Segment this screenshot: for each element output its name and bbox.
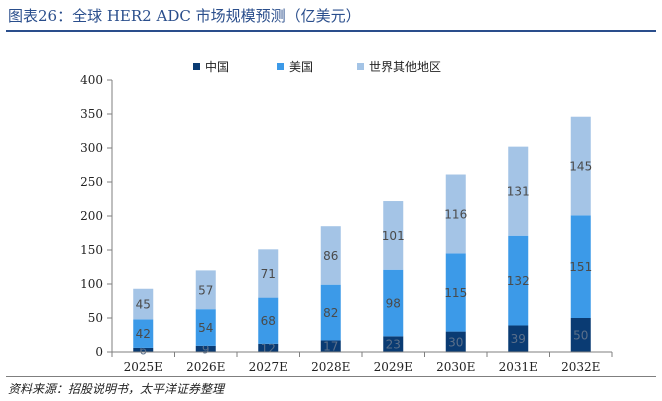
data-label: 151	[569, 260, 592, 274]
bar-segment-2025E-2	[133, 288, 154, 320]
data-label: 86	[323, 249, 338, 263]
data-label: 132	[507, 274, 530, 288]
bar-segment-2032E-2	[570, 116, 591, 216]
bar-segment-2029E-1	[383, 269, 404, 337]
chart-title: 图表26：全球 HER2 ADC 市场规模预测（亿美元）	[8, 7, 361, 25]
bar-segment-2026E-1	[195, 309, 216, 346]
bar-segment-2030E-2	[445, 174, 466, 254]
x-axis: 2025E 2026E 2027E 2028E 2029E 2030E 2031E 2032E	[111, 351, 613, 374]
x-tick-label: 2028E	[311, 360, 350, 374]
y-tick-label: 250	[80, 175, 103, 189]
x-tick-label: 2030E	[436, 360, 475, 374]
bar-segment-2029E-2	[383, 201, 404, 270]
data-label: 131	[507, 185, 530, 199]
data-label: 68	[261, 314, 276, 328]
y-tick-label: 200	[80, 209, 103, 223]
data-label: 23	[386, 338, 401, 352]
data-label: 9	[202, 342, 210, 356]
bar-segment-2031E-0	[508, 325, 529, 352]
data-label: 45	[136, 298, 151, 312]
data-label: 30	[448, 335, 463, 349]
source-note: 资料来源：招股说明书，太平洋证券整理	[8, 382, 225, 396]
data-label: 54	[198, 321, 213, 335]
source-divider	[6, 376, 656, 377]
bar-segment-2026E-0	[195, 345, 216, 352]
x-tick-label: 2027E	[249, 360, 288, 374]
y-tick-label: 50	[88, 311, 103, 325]
data-label: 50	[573, 329, 588, 343]
data-label: 145	[569, 160, 592, 174]
x-tick-label: 2026E	[186, 360, 225, 374]
legend-swatch-2	[357, 63, 364, 70]
stacked-bar-chart: 中国 美国 世界其他地区 0 50 100 150 200 250 300 350 400 6 42 4…	[80, 59, 613, 374]
y-tick-label: 350	[80, 107, 103, 121]
title-divider	[6, 30, 656, 32]
legend-swatch-0	[193, 63, 200, 70]
bar-segment-2030E-0	[445, 331, 466, 352]
y-tick-label: 0	[95, 345, 103, 359]
data-label: 71	[261, 267, 276, 281]
data-label: 57	[198, 283, 213, 297]
bar-segment-2028E-1	[320, 284, 341, 341]
bar-segment-2028E-2	[320, 226, 341, 285]
bar-segment-2030E-1	[445, 253, 466, 332]
bar-segment-2029E-0	[383, 336, 404, 352]
y-axis: 0 50 100 150 200 250 300 350 400	[80, 73, 113, 359]
bar-segment-2028E-0	[320, 340, 341, 352]
data-label: 115	[444, 286, 467, 300]
y-tick-label: 150	[80, 243, 103, 257]
bar-segment-2027E-2	[258, 249, 279, 298]
data-label: 17	[323, 340, 338, 354]
y-tick-label: 100	[80, 277, 103, 291]
bar-segment-2025E-0	[133, 347, 154, 352]
bar-segment-2027E-1	[258, 297, 279, 344]
bar-segment-2032E-0	[570, 318, 591, 352]
data-label: 116	[444, 207, 467, 221]
data-label: 39	[511, 332, 526, 346]
x-tick-label: 2031E	[499, 360, 538, 374]
bar-segment-2026E-2	[195, 270, 216, 310]
data-label: 101	[382, 229, 405, 243]
y-tick-label: 300	[80, 141, 103, 155]
x-tick-label: 2032E	[561, 360, 600, 374]
legend-label-1: 美国	[289, 60, 313, 74]
legend-label-0: 中国	[205, 59, 229, 74]
data-label: 42	[136, 327, 151, 341]
bars: 6424595457126871178286239810130115116391…	[133, 116, 592, 357]
bar-segment-2031E-2	[508, 146, 529, 236]
data-label: 98	[386, 297, 401, 311]
x-tick-label: 2029E	[374, 360, 413, 374]
x-tick-label: 2025E	[124, 360, 163, 374]
legend: 中国 美国 世界其他地区	[193, 59, 441, 74]
y-tick-label: 400	[80, 73, 103, 87]
data-label: 6	[139, 343, 147, 357]
legend-label-2: 世界其他地区	[369, 60, 441, 74]
bar-segment-2027E-0	[258, 343, 279, 352]
data-label: 82	[323, 306, 338, 320]
bar-segment-2025E-1	[133, 319, 154, 348]
bar-segment-2032E-1	[570, 215, 591, 318]
bar-segment-2031E-1	[508, 235, 529, 326]
legend-swatch-1	[277, 63, 284, 70]
